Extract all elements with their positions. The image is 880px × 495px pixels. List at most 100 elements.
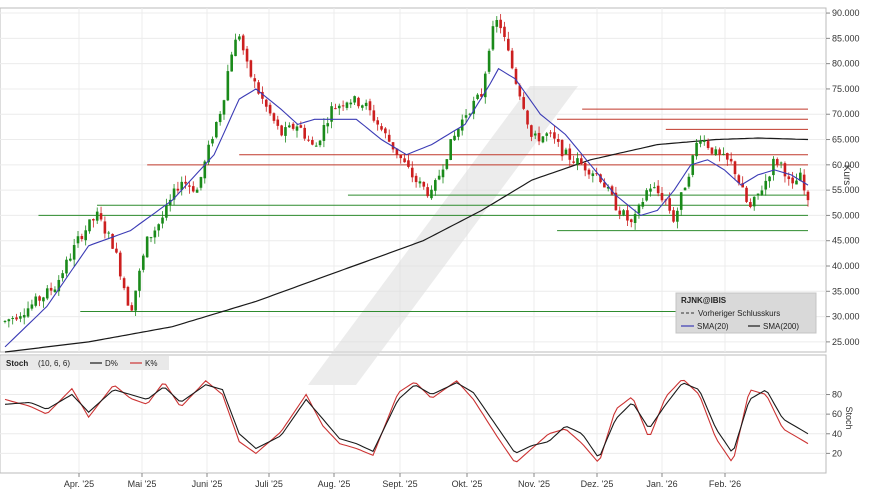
candle-body [553, 132, 556, 139]
candle-body [783, 163, 787, 177]
y-tick-label: 55.000 [832, 185, 860, 195]
candle-body [157, 224, 160, 231]
x-tick-label: Aug. '25 [318, 479, 351, 489]
candle-body [487, 50, 491, 72]
candle-body [69, 258, 72, 261]
candle-body [414, 175, 418, 183]
candle-body [99, 213, 103, 220]
legend-prev-close-label: Vorheriger Schlusskurs [698, 309, 780, 318]
candle-body [799, 172, 802, 181]
x-tick-label: Mai '25 [128, 479, 157, 489]
candle-body [45, 288, 49, 299]
candle-body [176, 188, 180, 191]
y-tick-label: 45.000 [832, 236, 860, 246]
candle-body [334, 108, 337, 110]
candle-body [380, 126, 383, 130]
candle-body [518, 85, 522, 97]
candle-body [161, 217, 164, 224]
candle-body [445, 159, 449, 169]
candle-body [645, 190, 648, 201]
y-tick-label: 75.000 [832, 84, 860, 94]
candle-body [726, 153, 729, 160]
candle-body [641, 201, 645, 207]
candle-body [560, 139, 564, 157]
y-tick-label: 40.000 [832, 261, 860, 271]
candle-body [649, 188, 652, 192]
stoch-k-label: K% [145, 359, 157, 368]
stoch-y-axis: 20 40 60 80 [826, 390, 842, 458]
candle-body [499, 19, 502, 29]
stoch-series-d [4, 382, 809, 457]
candle-body [149, 237, 153, 239]
candle-body [15, 317, 18, 320]
x-tick-label: Apr. '25 [64, 479, 94, 489]
candle-body [733, 161, 737, 175]
candle-body [103, 221, 107, 234]
candle-body [65, 259, 68, 274]
candle-body [507, 38, 510, 51]
candle-body [38, 296, 41, 301]
candle-body [603, 182, 606, 188]
candle-body [311, 140, 314, 145]
candle-body [122, 278, 126, 289]
candle-body [618, 210, 622, 215]
candle-body [226, 71, 230, 101]
candle-body [695, 142, 698, 157]
candle-body [741, 183, 744, 188]
stoch-d-label: D% [105, 359, 118, 368]
candle-body [556, 139, 560, 142]
candle-body [476, 94, 479, 99]
candle-body [361, 105, 364, 108]
candle-body [276, 119, 280, 126]
candle-body [672, 210, 675, 222]
candle-body [314, 145, 318, 147]
x-tick-label: Juli '25 [255, 479, 283, 489]
candle-body [407, 160, 410, 167]
candle-body [495, 20, 499, 27]
candle-body [145, 236, 149, 258]
legend-sma20-label: SMA(20) [697, 322, 729, 331]
candle-body [257, 82, 260, 94]
candle-body [261, 91, 264, 99]
sma200-line [4, 137, 809, 353]
candle-body [322, 124, 326, 141]
candle-body [234, 39, 237, 57]
candle-body [95, 211, 99, 221]
candle-body [61, 273, 64, 279]
candle-body [264, 99, 268, 107]
y-tick-label: 85.000 [832, 33, 860, 43]
candle-body [353, 96, 356, 103]
candle-body [787, 176, 791, 180]
candle-body [49, 287, 53, 291]
candle-body [387, 134, 391, 142]
candle-body [568, 148, 572, 160]
candle-body [111, 233, 114, 249]
candle-body [7, 319, 11, 322]
candle-body [134, 290, 137, 311]
candle-body [107, 232, 111, 234]
candle-body [472, 100, 476, 114]
sma200-line-path [4, 137, 809, 353]
candle-body [76, 236, 80, 244]
candle-body [422, 181, 426, 187]
sma20-line [4, 67, 809, 348]
candle-body [722, 153, 725, 155]
candle-body [622, 210, 625, 215]
stoch-series-k [4, 379, 809, 463]
candle-body [138, 270, 141, 291]
candle-body [191, 186, 195, 192]
candle-body [326, 123, 330, 127]
candle-body [349, 102, 353, 105]
candle-body [729, 158, 733, 162]
candle-body [222, 100, 226, 115]
candle-body [19, 316, 22, 319]
candle-body [57, 279, 61, 292]
candle-body [368, 101, 372, 111]
stoch-lines [4, 379, 809, 463]
candle-body [364, 102, 368, 107]
candle-body [130, 305, 134, 311]
y-tick-label: 35.000 [832, 286, 860, 296]
candle-body [203, 161, 207, 179]
candle-body [437, 175, 441, 180]
candle-body [629, 219, 633, 223]
